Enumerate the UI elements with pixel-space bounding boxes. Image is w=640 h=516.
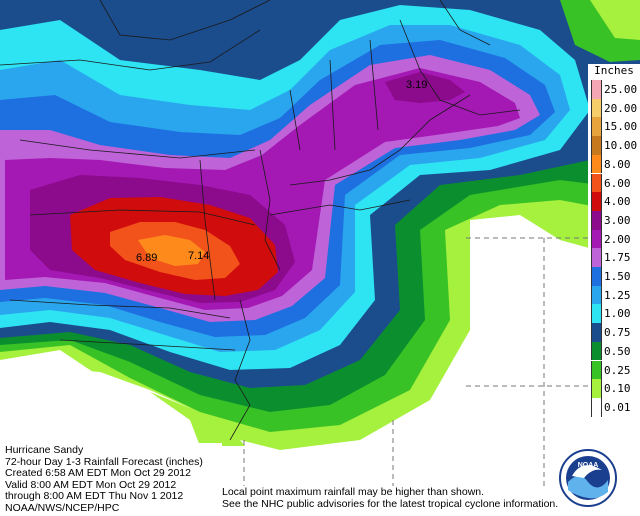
southeast-land-dry: [0, 368, 210, 445]
agency-credit: NOAA/NWS/NCEP/HPC: [5, 501, 120, 514]
legend-swatch: [591, 360, 602, 380]
contour-8-00: [138, 235, 205, 266]
legend-value: 15.00: [604, 120, 638, 134]
max-label-md: 7.14: [188, 250, 210, 262]
legend-entry: 0.50: [588, 341, 640, 361]
legend-swatch: [591, 379, 602, 398]
legend-entry: 0.01: [588, 397, 640, 417]
valid-start: Valid 8:00 AM EDT Mon Oct 29 2012: [5, 478, 177, 491]
legend-swatch: [591, 210, 602, 230]
legend-swatch: [591, 192, 602, 211]
forecast-title: 72-hour Day 1-3 Rainfall Forecast (inche…: [5, 455, 203, 468]
legend-entry: 6.00: [588, 173, 640, 193]
legend-value: 3.00: [604, 213, 631, 227]
legend-swatch: [591, 80, 602, 99]
legend-value: 1.00: [604, 307, 631, 321]
legend-value: 20.00: [604, 101, 638, 115]
legend-entry: 1.00: [588, 304, 640, 324]
legend-value: 4.00: [604, 195, 631, 209]
disclaimer-line-1: Local point maximum rainfall may be high…: [222, 486, 485, 498]
legend-entry: 1.25: [588, 285, 640, 305]
legend-swatch: [591, 267, 602, 286]
legend-entry: 1.50: [588, 267, 640, 286]
legend-swatch: [591, 304, 602, 324]
legend-entry: 4.00: [588, 192, 640, 211]
legend-value: 6.00: [604, 176, 631, 190]
legend-value: 0.75: [604, 326, 631, 340]
legend-swatch: [591, 323, 602, 342]
legend-entry: 0.75: [588, 323, 640, 342]
legend-swatch: [591, 248, 602, 267]
legend-value: 8.00: [604, 157, 631, 171]
legend-swatch: [591, 341, 602, 361]
legend-entry: 20.00: [588, 98, 640, 118]
storm-name: Hurricane Sandy: [5, 444, 84, 456]
svg-text:NOAA: NOAA: [578, 462, 599, 469]
legend-value: 10.00: [604, 139, 638, 153]
legend-swatch: [591, 117, 602, 137]
state-boundaries: [0, 0, 521, 441]
rainfall-legend: Inches 25.00 20.00 15.00 10.00 8.00 6.00 4.00 3…: [588, 64, 640, 438]
legend-entry: 0.10: [588, 379, 640, 398]
disclaimer-line-2: See the NHC public advisories for the la…: [222, 498, 559, 510]
legend-value: 0.10: [604, 382, 631, 396]
legend-entry: 2.00: [588, 229, 640, 249]
title-block: Hurricane Sandy 72-hour Day 1-3 Rainfall…: [3, 443, 222, 516]
legend-entry: 3.00: [588, 210, 640, 230]
noaa-logo: NOAA: [559, 449, 617, 507]
legend-entry: 25.00: [588, 80, 640, 99]
legend-value: 2.00: [604, 232, 631, 246]
legend-title: Inches: [594, 64, 634, 77]
max-label-maine: 3.19: [406, 79, 428, 91]
legend-entry: 8.00: [588, 154, 640, 174]
contour-3-00-ne: [385, 72, 465, 103]
legend-swatch: [591, 98, 602, 118]
contour-ne-lightgreen: [590, 0, 640, 40]
legend-value: 1.75: [604, 251, 631, 265]
legend-entry: 10.00: [588, 136, 640, 155]
legend-entry: 0.25: [588, 360, 640, 380]
max-label-wv: 6.89: [136, 252, 158, 264]
legend-value: 0.50: [604, 344, 631, 358]
legend-swatch: [591, 229, 602, 249]
legend-value: 0.01: [604, 400, 631, 414]
legend-value: 1.50: [604, 270, 631, 283]
created-time: Created 6:58 AM EDT Mon Oct 29 2012: [5, 467, 191, 480]
legend-value: 0.25: [604, 363, 631, 377]
legend-swatch: [591, 285, 602, 305]
legend-value: 1.25: [604, 288, 631, 302]
legend-swatch: [591, 173, 602, 193]
valid-end: through 8:00 AM EDT Thu Nov 1 2012: [5, 490, 184, 503]
legend-value: 25.00: [604, 83, 638, 96]
legend-entry: 1.75: [588, 248, 640, 267]
lat-lon-grid: [243, 237, 588, 486]
legend-entry: 15.00: [588, 117, 640, 137]
legend-swatch: [591, 136, 602, 155]
disclaimer: Local point maximum rainfall may be high…: [220, 486, 559, 510]
legend-swatch: [591, 397, 602, 417]
legend-swatch: [591, 154, 602, 174]
southeast-land-green: [150, 392, 245, 446]
